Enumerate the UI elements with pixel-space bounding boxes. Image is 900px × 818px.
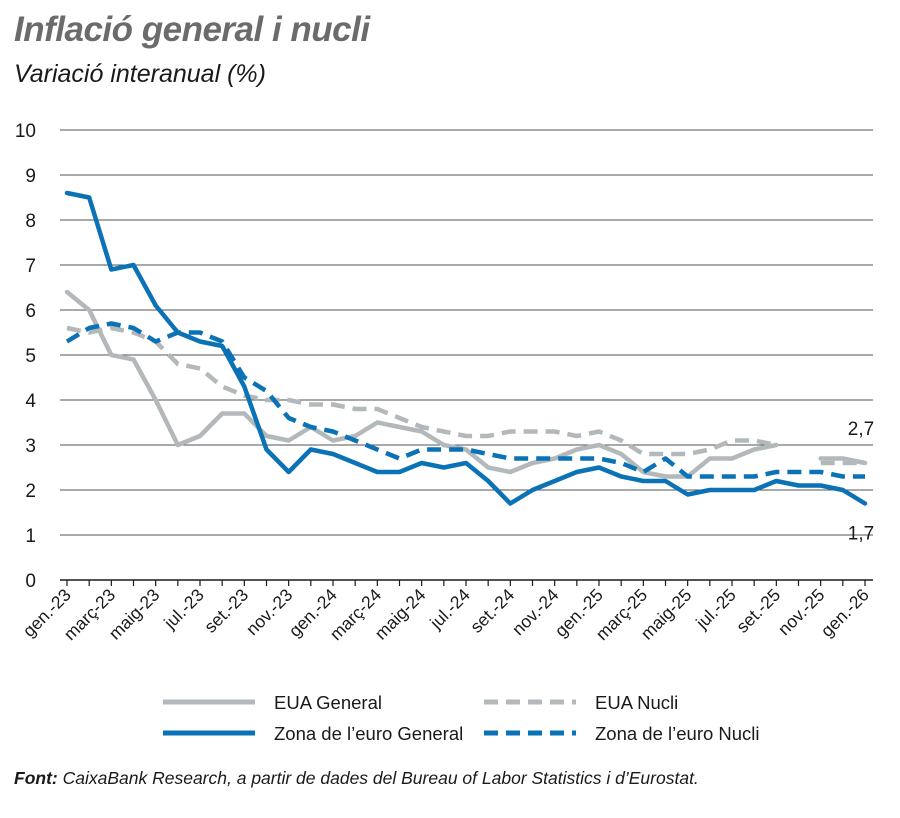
y-axis-ticks: 0 1 2 3 4 5 6 7 8 9 10 (15, 121, 37, 592)
y-tick-label: 1 (25, 526, 36, 547)
x-tick-label: jul.-23 (159, 585, 208, 634)
series-line-eua-nucli (66, 325, 777, 457)
x-tick-label: set.-25 (732, 585, 784, 637)
legend-label: Zona de l’euro General (274, 723, 463, 744)
y-tick-label: 10 (15, 121, 36, 142)
series-line-eua-general (64, 289, 779, 479)
legend-label: EUA General (274, 692, 382, 713)
chart-title: Inflació general i nucli (14, 10, 370, 49)
annotations: 2,7 1,7 (848, 419, 874, 545)
x-axis: gen.-23març-23maig-23jul.-23set.-23nov.-… (19, 579, 873, 644)
y-tick-label: 5 (25, 346, 36, 367)
series-line-zona-de-l-euro-nucli (65, 321, 865, 479)
gridlines (60, 129, 873, 536)
x-tick-label: jul.-25 (691, 585, 740, 634)
x-tick-label: jul.-24 (425, 585, 474, 634)
series-lines (64, 190, 868, 506)
y-tick-label: 2 (25, 481, 36, 502)
y-tick-label: 9 (25, 166, 36, 187)
series-line-zona-de-l-euro-general (64, 190, 868, 506)
y-tick-label: 7 (25, 256, 36, 277)
y-tick-label: 6 (25, 301, 36, 322)
y-tick-label: 0 (25, 571, 36, 592)
y-tick-label: 3 (25, 436, 36, 457)
legend: EUA General EUA Nucli Zona de l’euro Gener… (163, 692, 760, 744)
y-tick-label: 4 (25, 391, 36, 412)
data-label: 2,7 (848, 419, 874, 440)
source-text: CaixaBank Research, a partir de dades de… (62, 768, 699, 788)
source-note: Font: CaixaBank Research, a partir de da… (14, 768, 699, 789)
x-tick-label: gen.-26 (817, 585, 873, 641)
data-label: 1,7 (848, 524, 874, 545)
series-line-eua-general (818, 456, 868, 466)
y-tick-label: 8 (25, 211, 36, 232)
x-tick-label: set.-23 (200, 585, 252, 637)
legend-label: Zona de l’euro Nucli (595, 723, 760, 744)
legend-label: EUA Nucli (595, 692, 678, 713)
line-chart: 0 1 2 3 4 5 6 7 8 9 10 gen.-23març-23maig-23jul.-2… (15, 121, 874, 744)
source-label: Font: (14, 768, 58, 788)
chart-subtitle: Variació interanual (%) (14, 60, 266, 88)
